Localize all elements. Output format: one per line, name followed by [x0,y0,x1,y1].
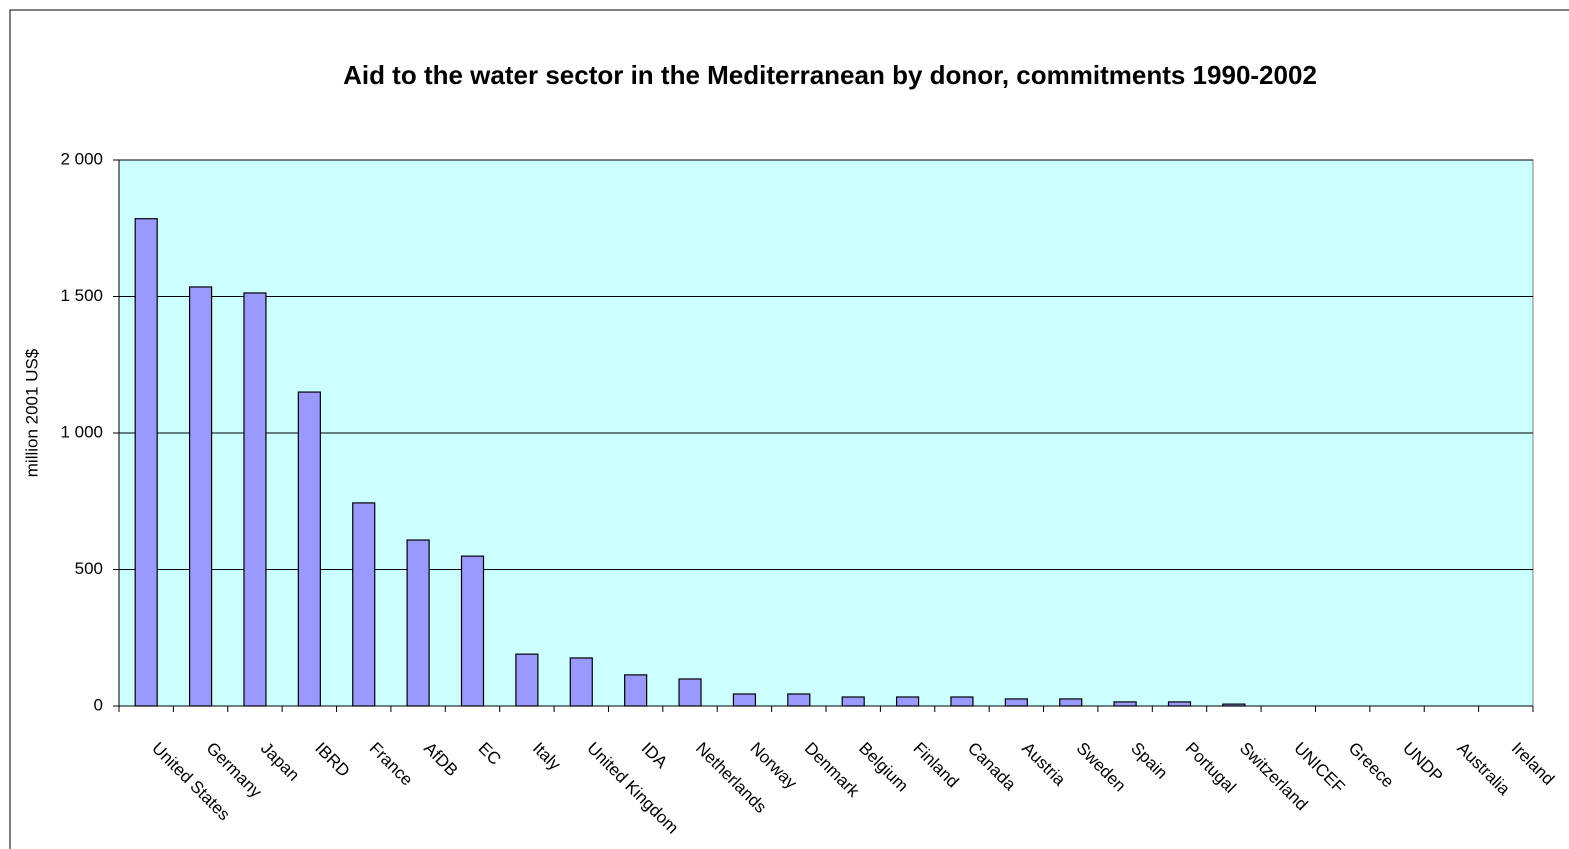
bar [243,292,267,707]
bar [1004,698,1028,707]
bar [352,502,376,707]
y-tick-label: 1 500 [60,286,103,305]
bar [569,657,593,707]
bar [134,218,158,707]
bar [895,696,920,707]
bar [1113,701,1137,707]
bar [460,555,485,707]
bar [1167,701,1192,707]
bar [787,693,811,707]
bar [732,693,757,707]
chart-title: Aid to the water sector in the Mediterra… [343,60,1317,90]
y-tick-label: 0 [94,695,103,714]
y-tick-label: 2 000 [60,149,103,168]
bar [515,653,539,707]
y-tick-label: 500 [75,559,103,578]
bar [624,674,648,707]
bar [1059,698,1083,707]
bar [1222,703,1246,707]
bar [950,696,974,707]
y-tick-label: 1 000 [60,422,103,441]
bar [678,678,702,707]
bar [188,286,213,707]
bar [406,539,430,707]
bar [841,696,865,707]
y-axis-label: million 2001 US$ [22,348,41,477]
bar [297,391,321,707]
